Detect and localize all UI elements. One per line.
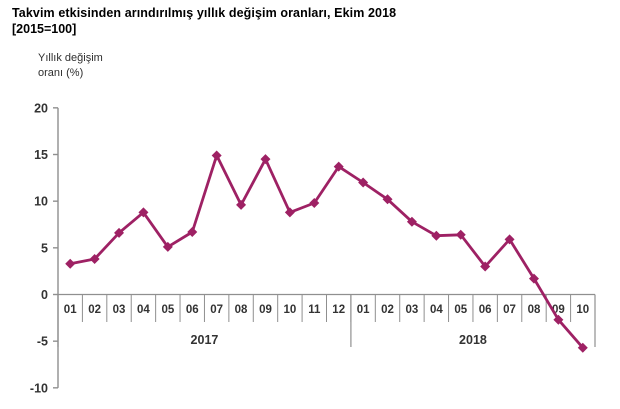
data-point-marker: [284, 207, 295, 218]
month-label: 03: [406, 304, 419, 316]
month-label: 08: [528, 304, 541, 316]
y-axis-title-line2: oranı (%): [38, 67, 84, 79]
month-label: 08: [235, 304, 248, 316]
data-point-marker: [236, 199, 247, 210]
data-point-marker: [480, 261, 491, 272]
year-label: 2017: [191, 333, 219, 347]
y-tick-label: -5: [37, 335, 48, 349]
data-point-marker: [89, 254, 100, 265]
data-point-marker: [211, 150, 222, 161]
y-tick-label: 15: [34, 148, 48, 162]
year-label: 2018: [459, 333, 487, 347]
data-point-marker: [382, 194, 393, 205]
y-axis-title-line1: Yıllık değişim: [38, 52, 103, 64]
data-point-marker: [162, 241, 173, 252]
data-point-marker: [309, 198, 320, 209]
month-label: 02: [381, 304, 394, 316]
data-point-marker: [406, 216, 417, 227]
month-label: 05: [454, 304, 467, 316]
data-point-marker: [577, 342, 588, 353]
month-label: 04: [430, 304, 443, 316]
chart-title: Takvim etkisinden arındırılmış yıllık de…: [12, 6, 397, 20]
data-point-marker: [333, 161, 344, 172]
data-point-marker: [114, 227, 125, 238]
data-point-marker: [138, 207, 149, 218]
month-label: 10: [283, 304, 296, 316]
month-label: 01: [357, 304, 370, 316]
month-label: 02: [88, 304, 101, 316]
data-point-marker: [528, 273, 539, 284]
month-label: 09: [259, 304, 272, 316]
y-tick-label: 0: [41, 288, 48, 302]
month-label: 03: [113, 304, 126, 316]
month-label: 07: [210, 304, 223, 316]
y-tick-label: -10: [30, 381, 48, 395]
y-tick-label: 20: [34, 101, 48, 115]
y-tick-label: 5: [41, 241, 48, 255]
data-point-marker: [65, 258, 76, 269]
y-axis-title: Yıllık değişim oranı (%): [38, 51, 103, 81]
month-label: 12: [332, 304, 345, 316]
data-point-marker: [455, 229, 466, 240]
month-label: 04: [137, 304, 150, 316]
month-label: 06: [479, 304, 492, 316]
data-point-marker: [504, 234, 515, 245]
data-point-marker: [431, 230, 442, 241]
month-label: 11: [308, 304, 321, 316]
data-point-marker: [553, 314, 564, 325]
y-tick-label: 10: [34, 195, 48, 209]
data-point-marker: [260, 154, 271, 165]
month-label: 01: [64, 304, 77, 316]
month-label: 06: [186, 304, 199, 316]
series-line: [68, 153, 585, 350]
data-point-marker: [358, 177, 369, 188]
month-label: 05: [161, 304, 174, 316]
data-point-marker: [187, 226, 198, 237]
month-label: 07: [503, 304, 516, 316]
month-label: 10: [576, 304, 589, 316]
chart-subtitle: [2015=100]: [12, 22, 77, 36]
